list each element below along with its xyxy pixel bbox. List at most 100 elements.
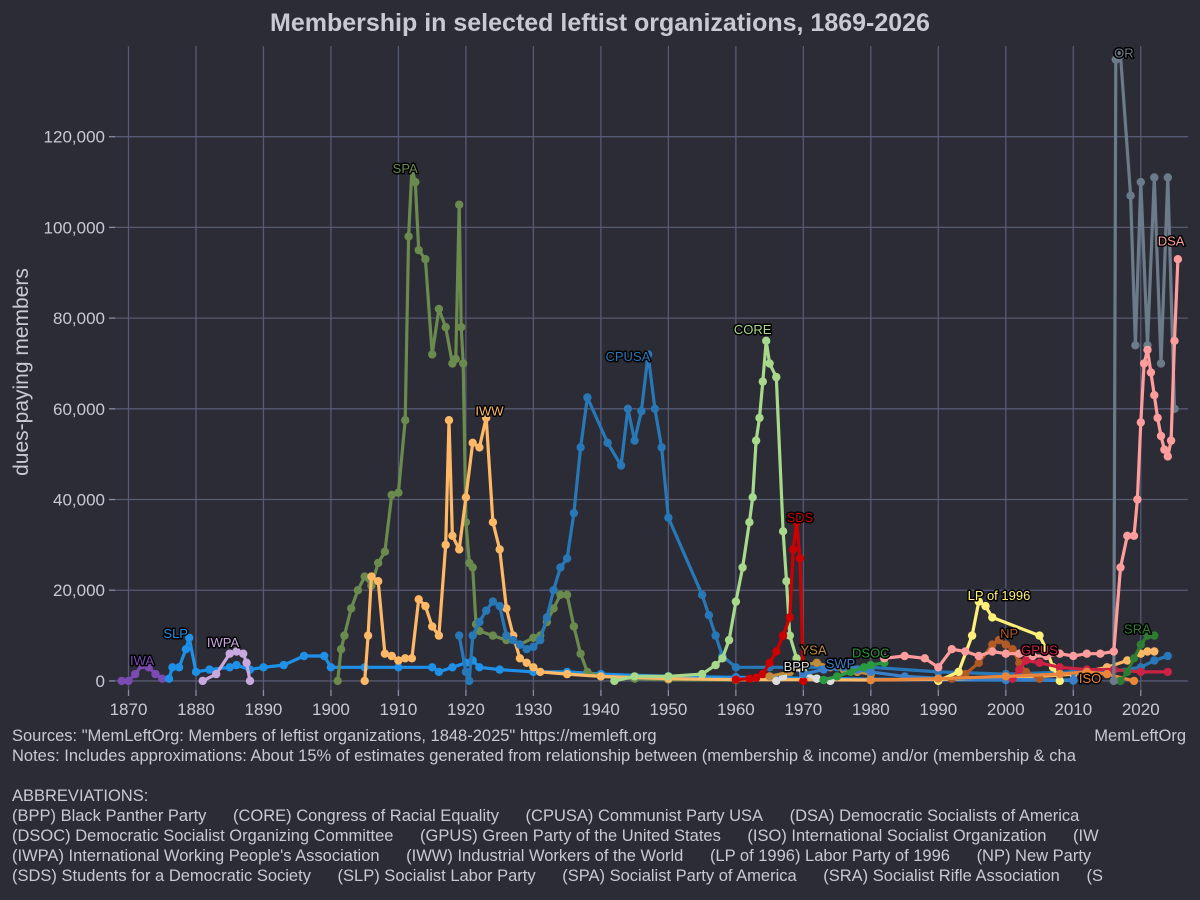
data-point-spa [360,572,369,581]
data-point-spa [387,490,396,500]
data-point-dsa [1166,436,1176,445]
series-label-sds: SDS [787,510,814,525]
data-point-sds [792,518,801,527]
data-point-dsoc [832,672,842,681]
data-point-iwpa [198,676,207,686]
y-axis-label: dues-paying members [10,268,33,476]
data-point-iww [455,545,464,554]
data-point-cpusa [482,606,491,615]
data-point-core [724,635,734,645]
data-point-cpusa [509,635,518,645]
data-point-cpusa [657,443,666,452]
data-point-core [778,527,788,536]
abbreviation: (CPUSA) Communist Party USA [525,807,764,825]
data-point-or [1163,173,1173,182]
data-point-iww [444,416,454,425]
data-point-iwpa [242,658,251,667]
data-point-iww [596,672,606,681]
data-point-dsa [1129,531,1139,540]
data-point-iww [461,493,471,502]
data-point-dsa [1143,345,1152,355]
data-point-spa [411,177,420,187]
series-iwa [117,660,167,686]
data-point-dsa [920,654,929,663]
data-point-iwa [117,676,126,686]
data-point-dsa [1139,359,1149,368]
data-point-dsa [1133,495,1142,504]
data-point-dsoc [859,663,869,672]
data-point-spa [549,604,558,613]
credit-text: MemLeftOrg [1094,727,1186,745]
x-tick-label: 1940 [582,700,620,719]
data-point-slp [475,663,484,672]
data-point-spa [441,323,450,332]
chart-title: Membership in selected leftist organizat… [270,9,930,37]
data-point-iwpa [245,676,255,686]
data-point-cpusa [465,676,474,686]
data-point-slp [495,665,504,674]
data-point-cpusa [468,631,477,640]
data-point-cpusa [556,563,565,572]
data-point-iso [866,675,875,685]
data-point-iww [1150,647,1159,656]
x-tick-label: 1930 [514,700,552,719]
data-point-iww [363,631,373,640]
data-point-slp [164,674,174,683]
abbreviation: (DSOC) Democratic Socialist Organizing C… [12,827,394,845]
data-point-iww [482,413,491,423]
data-point-sds [751,673,761,682]
data-point-dsa [1109,647,1119,656]
data-point-iww [536,667,545,677]
data-point-cpusa [522,645,531,654]
data-point-iwa [137,660,147,670]
data-point-slp [326,663,336,672]
data-point-iww [529,663,538,672]
data-point-cpusa [623,404,633,413]
abbreviation: (S [1086,867,1103,885]
data-point-lp-of-1996 [988,613,997,622]
data-point-core [755,413,764,423]
data-point-iww [401,654,410,663]
data-point-lp-of-1996 [1055,676,1065,686]
series-label-or: OR [1114,45,1134,60]
x-tick-label: 2000 [987,700,1025,719]
data-point-iww [475,443,484,452]
data-point-core [610,676,619,686]
data-point-spa [394,488,403,497]
y-tick-label: 40,000 [53,491,105,510]
data-point-sra [1136,640,1146,649]
y-tick-label: 20,000 [53,581,105,600]
data-point-gpus [1136,667,1146,677]
y-tick-label: 100,000 [44,218,105,237]
data-point-iww [421,601,430,611]
series-labels: IWA SLP IWPA SPA IWW CPUSA CORE SDS BPPYSASWPDSO… [128,44,1186,688]
series-spa [333,164,741,686]
data-point-gpus [1015,665,1024,674]
data-point-cpusa [583,393,592,402]
series-sds [731,518,808,686]
abbreviation: (IW [1073,827,1099,845]
data-point-cpusa [488,597,498,606]
data-point-spa [562,590,572,599]
data-point-spa [333,676,342,686]
x-tick-label: 1990 [919,700,957,719]
data-point-core [630,672,639,681]
data-point-ysa [799,660,808,670]
x-tick-label: 2010 [1054,700,1092,719]
data-point-slp [428,663,437,672]
data-point-dsa [880,654,889,663]
data-point-dsa [1163,452,1173,461]
data-point-spa [336,645,346,654]
data-point-cpusa [630,436,639,445]
data-point-core [758,377,767,386]
series-label-dsoc: DSOC [852,645,890,660]
data-point-iso [1001,672,1010,681]
data-point-dsa [1082,649,1092,658]
series-label-slp: SLP [163,626,188,641]
data-point-sds [789,545,798,554]
x-tick-label: 1980 [852,700,890,719]
data-point-sra [1150,631,1159,640]
data-point-cpusa [549,586,558,595]
sources-text: Sources: "MemLeftOrg: Members of leftist… [12,727,657,745]
